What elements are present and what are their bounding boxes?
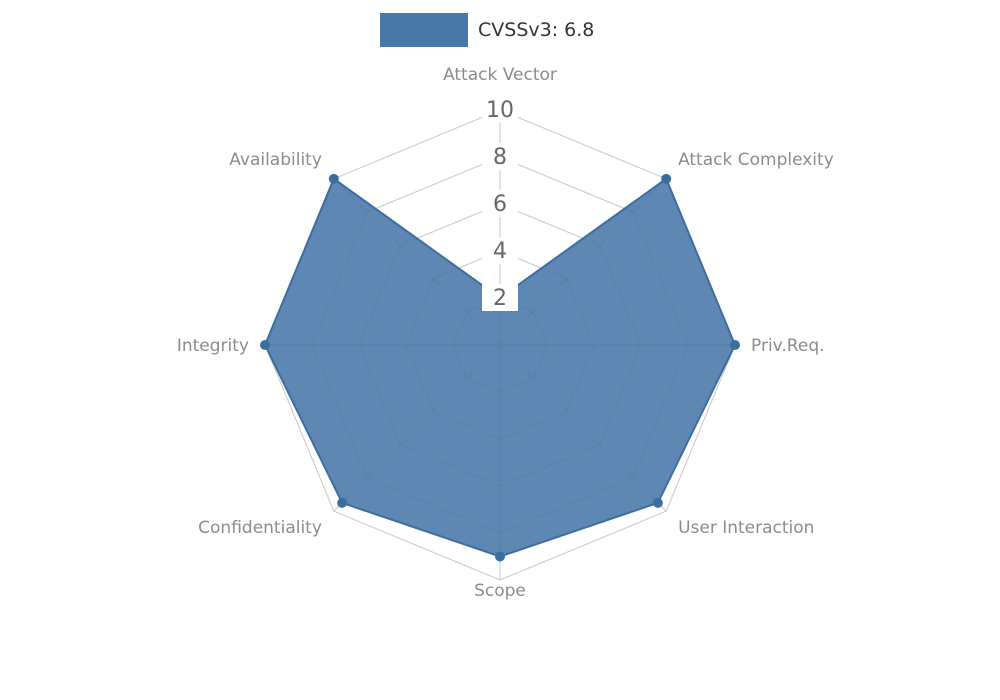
tick-bg-8 (482, 143, 518, 170)
chart-legend: CVSSv3: 6.8 (380, 13, 594, 47)
axis-label-user-interaction: User Interaction (678, 518, 814, 538)
axis-label-availability: Availability (229, 150, 322, 170)
tick-label-4: 4 (493, 239, 507, 264)
tick-label-10: 10 (486, 98, 514, 123)
data-point-confidentiality (337, 497, 348, 508)
legend-swatch (380, 13, 468, 47)
axis-label-scope: Scope (474, 581, 526, 601)
tick-bg-10 (482, 96, 518, 123)
data-point-attack-complexity (661, 173, 672, 184)
axis-label-priv-req-: Priv.Req. (751, 336, 825, 356)
axis-label-attack-complexity: Attack Complexity (678, 150, 834, 170)
tick-bg-2 (482, 284, 518, 311)
data-point-user-interaction (652, 497, 663, 508)
tick-label-2: 2 (493, 286, 507, 311)
data-point-scope (495, 551, 505, 562)
tick-label-8: 8 (493, 145, 507, 170)
axis-label-confidentiality: Confidentiality (198, 518, 322, 538)
data-point-priv-req- (730, 340, 740, 350)
tick-label-6: 6 (493, 192, 507, 217)
tick-bg-6 (482, 190, 518, 217)
tick-bg-4 (482, 237, 518, 264)
data-point-availability (328, 173, 339, 184)
axis-label-integrity: Integrity (177, 336, 249, 356)
legend-label: CVSSv3: 6.8 (478, 19, 595, 41)
data-point-integrity (260, 340, 270, 350)
axis-label-attack-vector: Attack Vector (443, 65, 557, 85)
